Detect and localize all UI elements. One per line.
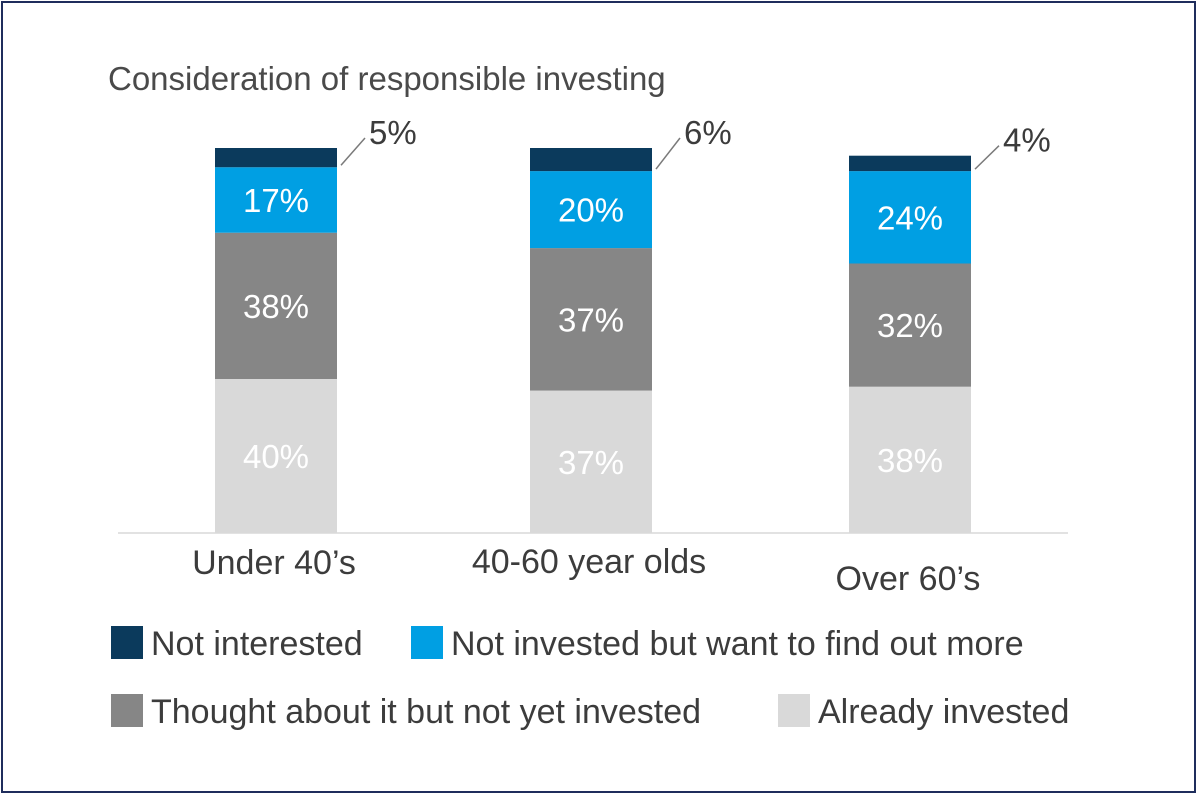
category-label: Under 40’s	[192, 544, 356, 582]
bar-segment	[849, 263, 971, 387]
legend-swatch	[111, 626, 143, 659]
bar-segment	[849, 171, 971, 264]
data-label: 38%	[877, 442, 943, 479]
data-label: 6%	[684, 114, 732, 151]
bar-segment	[530, 148, 652, 172]
data-label: 17%	[243, 182, 309, 219]
data-label: 20%	[558, 192, 624, 229]
data-label: 37%	[558, 301, 624, 338]
bar-segment	[849, 155, 971, 172]
legend-label: Not interested	[151, 625, 363, 663]
category-label: 40-60 year olds	[472, 543, 706, 581]
bar-segment	[530, 248, 652, 391]
data-label: 5%	[369, 114, 417, 151]
bar-segment	[215, 232, 337, 379]
data-label: 24%	[877, 199, 943, 236]
chart-title: Consideration of responsible investing	[108, 60, 666, 97]
leader-line	[974, 145, 1000, 170]
bar-segment	[215, 167, 337, 233]
legend-label: Thought about it but not yet invested	[151, 693, 701, 731]
bar-segment	[530, 390, 652, 533]
data-label: 32%	[877, 307, 943, 344]
data-label: 40%	[243, 438, 309, 475]
data-label: 37%	[558, 444, 624, 481]
bar-segment	[530, 171, 652, 249]
bar-segment	[215, 148, 337, 168]
leader-line	[655, 137, 681, 170]
legend-swatch	[111, 694, 143, 727]
bar-segment	[215, 379, 337, 533]
legend: Not interested Not invested but want to f…	[111, 625, 1069, 731]
data-label: 4%	[1003, 122, 1051, 159]
leader-line	[340, 137, 366, 166]
legend-label: Not invested but want to find out more	[451, 625, 1024, 663]
bar-segment	[849, 386, 971, 533]
category-label: Over 60’s	[836, 560, 981, 598]
data-label: 38%	[243, 288, 309, 325]
legend-label: Already invested	[818, 693, 1069, 731]
legend-swatch	[778, 694, 810, 727]
bars-group: 40% 38% 17% 5% Under 40’s 37% 37% 20% 6% 40-60 ye…	[192, 114, 1051, 598]
legend-swatch	[411, 626, 443, 659]
